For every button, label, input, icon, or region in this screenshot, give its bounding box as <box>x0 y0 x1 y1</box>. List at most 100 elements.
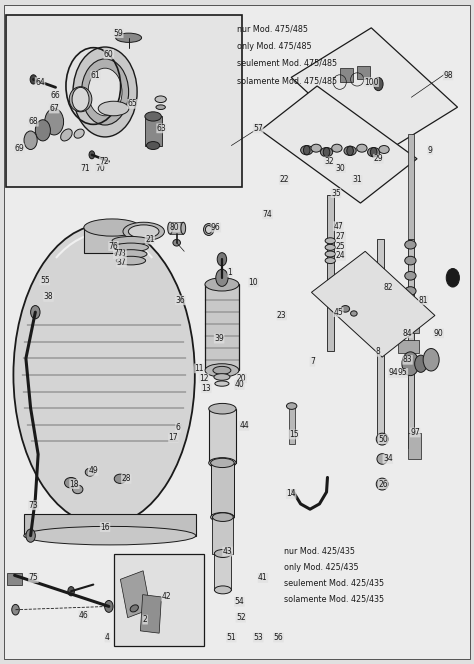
Text: 35: 35 <box>331 189 341 198</box>
Bar <box>209 409 236 463</box>
Ellipse shape <box>286 403 297 410</box>
Ellipse shape <box>320 147 333 157</box>
Ellipse shape <box>351 311 357 316</box>
Text: 71: 71 <box>81 163 90 173</box>
Text: 63: 63 <box>157 124 166 133</box>
Ellipse shape <box>64 477 78 488</box>
Text: 15: 15 <box>289 430 298 439</box>
Ellipse shape <box>24 527 196 545</box>
Text: only Mod. 475/485: only Mod. 475/485 <box>237 42 311 50</box>
Text: 28: 28 <box>121 474 131 483</box>
Ellipse shape <box>377 454 387 464</box>
Text: 76: 76 <box>109 242 118 250</box>
Text: 40: 40 <box>235 380 244 389</box>
Circle shape <box>68 586 74 596</box>
Ellipse shape <box>112 236 150 245</box>
Circle shape <box>12 604 19 615</box>
Bar <box>170 222 183 234</box>
Text: seulement Mod. 425/435: seulement Mod. 425/435 <box>284 578 384 588</box>
Text: 75: 75 <box>28 574 38 582</box>
Circle shape <box>105 600 113 612</box>
Text: 74: 74 <box>263 210 273 219</box>
Text: 98: 98 <box>443 71 453 80</box>
Text: 7: 7 <box>310 357 315 367</box>
Ellipse shape <box>128 225 159 238</box>
Text: 27: 27 <box>336 232 346 240</box>
Text: 6: 6 <box>176 424 181 432</box>
Circle shape <box>82 59 128 125</box>
Bar <box>408 133 414 240</box>
Bar <box>398 320 419 333</box>
Ellipse shape <box>405 256 416 265</box>
Text: 12: 12 <box>199 374 209 382</box>
Bar <box>214 554 231 590</box>
Circle shape <box>423 349 439 371</box>
Bar <box>328 195 334 351</box>
Text: 52: 52 <box>236 613 246 622</box>
Ellipse shape <box>155 96 166 102</box>
Ellipse shape <box>117 256 146 265</box>
Ellipse shape <box>301 145 313 155</box>
Ellipse shape <box>379 145 389 153</box>
Polygon shape <box>291 28 457 157</box>
Text: 72: 72 <box>99 157 109 166</box>
Text: 37: 37 <box>117 258 127 267</box>
Circle shape <box>89 151 95 159</box>
Text: 32: 32 <box>324 157 334 166</box>
Text: 66: 66 <box>51 91 61 100</box>
Text: 10: 10 <box>249 278 258 287</box>
Text: nur Mod. 425/435: nur Mod. 425/435 <box>284 547 355 556</box>
Text: 83: 83 <box>403 355 412 365</box>
Ellipse shape <box>325 244 336 250</box>
Ellipse shape <box>173 240 181 246</box>
Ellipse shape <box>213 367 231 374</box>
Bar <box>408 432 421 459</box>
Text: 50: 50 <box>378 435 388 444</box>
Circle shape <box>323 147 330 157</box>
Text: nur Mod. 475/485: nur Mod. 475/485 <box>237 25 308 33</box>
Ellipse shape <box>115 250 147 258</box>
Circle shape <box>402 352 419 376</box>
Ellipse shape <box>214 550 231 558</box>
Bar <box>210 463 234 517</box>
Text: 38: 38 <box>44 292 53 301</box>
Text: 96: 96 <box>211 223 221 232</box>
Text: 17: 17 <box>169 434 178 442</box>
Ellipse shape <box>114 243 148 252</box>
Text: 24: 24 <box>336 252 346 260</box>
Ellipse shape <box>205 278 239 291</box>
Text: 51: 51 <box>227 633 236 642</box>
Text: 56: 56 <box>273 633 283 642</box>
Ellipse shape <box>209 457 236 468</box>
Ellipse shape <box>114 474 126 483</box>
Circle shape <box>374 78 383 91</box>
Text: 82: 82 <box>383 283 392 291</box>
Circle shape <box>24 131 37 149</box>
Ellipse shape <box>69 87 92 112</box>
Text: 49: 49 <box>89 466 98 475</box>
Ellipse shape <box>156 105 165 110</box>
Ellipse shape <box>325 238 336 244</box>
Text: 11: 11 <box>194 364 204 373</box>
Circle shape <box>31 305 40 319</box>
Bar <box>398 340 419 353</box>
Text: seulement Mod. 475/485: seulement Mod. 475/485 <box>237 59 337 68</box>
Text: 67: 67 <box>49 104 59 113</box>
Ellipse shape <box>145 112 161 121</box>
Bar <box>340 68 353 82</box>
Text: 22: 22 <box>279 175 289 185</box>
Circle shape <box>88 68 122 116</box>
Bar <box>408 240 414 448</box>
Text: 31: 31 <box>352 175 362 185</box>
Text: 8: 8 <box>376 347 381 357</box>
Ellipse shape <box>168 222 173 234</box>
Polygon shape <box>261 86 417 203</box>
Bar <box>6 15 242 187</box>
Ellipse shape <box>376 433 388 445</box>
Text: 23: 23 <box>277 311 287 320</box>
Ellipse shape <box>212 513 233 521</box>
Text: 64: 64 <box>35 78 45 86</box>
Text: 30: 30 <box>336 163 346 173</box>
Ellipse shape <box>215 381 229 386</box>
Text: 53: 53 <box>253 633 263 642</box>
